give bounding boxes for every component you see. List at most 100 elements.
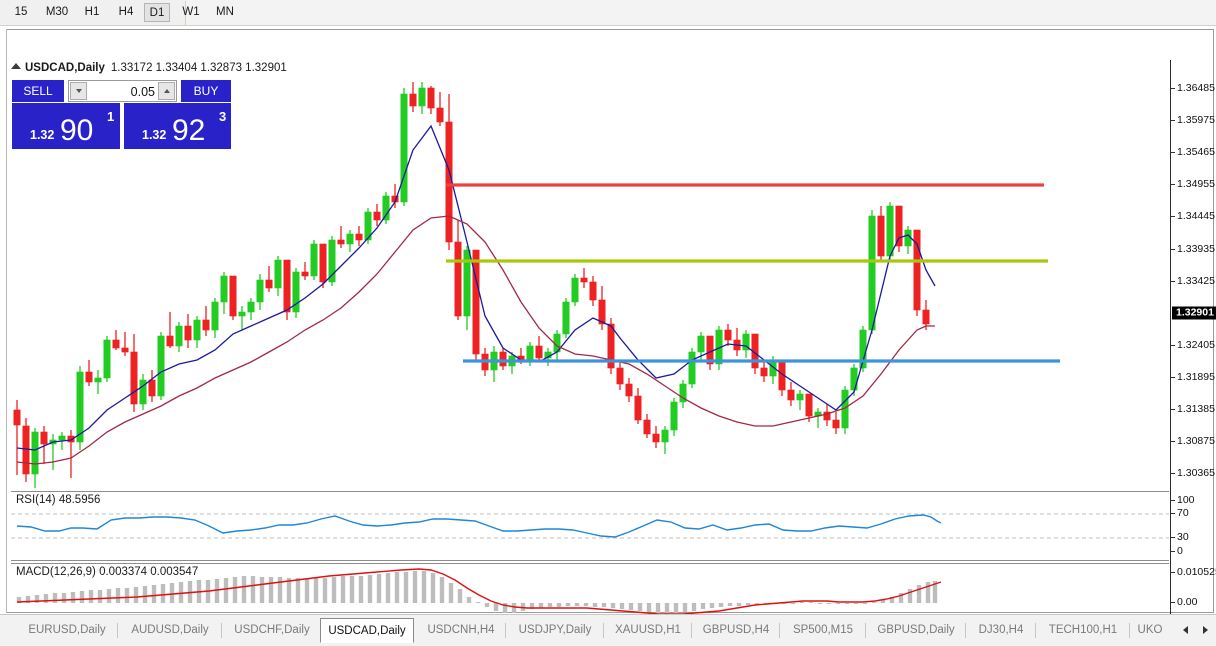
rsi-tick-mark [1171, 537, 1175, 538]
macd-histogram-bar [646, 603, 652, 612]
tab-scroll-left-button[interactable] [1178, 620, 1194, 640]
macd-histogram-bar [124, 588, 130, 603]
tab-scroll-right-button[interactable] [1197, 620, 1213, 640]
macd-label: MACD(12,26,9) 0.003374 0.003547 [16, 566, 199, 578]
price-pane[interactable] [11, 60, 1169, 488]
candle-body [247, 301, 255, 313]
macd-histogram-bar [457, 589, 463, 603]
macd-histogram-bar [871, 602, 877, 603]
macd-histogram-bar [610, 603, 616, 608]
macd-histogram-bar [385, 573, 391, 603]
tab-divider [603, 623, 604, 638]
macd-histogram-bar [547, 603, 553, 607]
tab-divider [1035, 623, 1036, 638]
sell-price-display[interactable]: 1.32 90 1 [12, 103, 120, 149]
candle-body [697, 335, 705, 353]
tab-scroll-controls[interactable] [1178, 620, 1214, 640]
macd-histogram-bar [628, 603, 634, 610]
chart-tab-audusd-daily[interactable]: AUDUSD,Daily [131, 624, 209, 636]
timeframe-button-15[interactable]: 15 [14, 6, 28, 18]
macd-histogram-bar [133, 587, 139, 603]
candle-body [256, 279, 264, 303]
buy-button[interactable]: BUY [181, 80, 231, 102]
rsi-tick-label: 100 [1177, 494, 1195, 506]
candle-body [913, 229, 921, 311]
price-tick-mark [1171, 377, 1175, 378]
candle-body [562, 301, 570, 335]
chart-tab-usdchf-daily[interactable]: USDCHF,Daily [234, 624, 310, 636]
price-tick-label: 1.30875 [1177, 435, 1215, 447]
chart-tab-gbpusd-h4[interactable]: GBPUSD,H4 [702, 624, 770, 636]
rsi-pane[interactable]: RSI(14) 48.5956 [11, 491, 1169, 561]
chart-tab-uko[interactable]: UKO [1137, 624, 1163, 636]
candle-body [310, 243, 318, 277]
timeframe-button-h1[interactable]: H1 [84, 6, 100, 18]
chart-tab-usdcnh-h4[interactable]: USDCNH,H4 [427, 624, 495, 636]
lot-decrease-button[interactable] [70, 82, 87, 100]
macd-histogram-bar [394, 572, 400, 603]
chart-tab-usdjpy-daily[interactable]: USDJPY,Daily [518, 624, 592, 636]
one-click-trading-panel[interactable]: SELL 0.05 BUY 1.32 90 1 1.32 92 3 [12, 80, 231, 149]
lot-increase-button[interactable] [158, 82, 175, 100]
macd-histogram-bar [682, 603, 688, 612]
price-scale[interactable]: 1.36485 1.35975 1.35465 1.34955 1.34445 1.339… [1170, 60, 1216, 642]
macd-histogram-bar [736, 603, 742, 606]
timeframe-button-h4[interactable]: H4 [118, 6, 134, 18]
toolbar-separator [185, 1, 186, 25]
macd-histogram-bar [52, 593, 58, 603]
arrow-right-icon [1203, 626, 1208, 634]
candle-body [589, 281, 597, 301]
price-tick-mark [1171, 216, 1175, 217]
macd-histogram-bar [412, 571, 418, 603]
chart-tab-tech100-h1[interactable]: TECH100,H1 [1048, 624, 1118, 636]
macd-histogram-bar [250, 576, 256, 603]
timeframe-button-m30[interactable]: M30 [45, 6, 69, 18]
macd-histogram-bar [88, 590, 94, 603]
candle-body [130, 351, 138, 405]
buy-price-fraction: 3 [219, 109, 227, 124]
rsi-chart-svg [11, 513, 1169, 539]
candle-body [445, 121, 453, 243]
macd-histogram-bar [241, 576, 247, 603]
chart-tab-eurusd-daily[interactable]: EURUSD,Daily [28, 624, 106, 636]
price-tick-mark [1171, 281, 1175, 282]
timeframe-button-d1[interactable]: D1 [144, 3, 170, 22]
macd-tick-label: 0.00 [1177, 596, 1198, 608]
timeframe-button-w1[interactable]: W1 [182, 6, 200, 18]
candle-body [31, 431, 39, 475]
buy-price-main: 92 [172, 114, 206, 147]
candle-body [328, 239, 336, 283]
macd-histogram-bar [61, 593, 67, 603]
candle-body [652, 433, 660, 443]
chart-tab-sp500-m15[interactable]: SP500,M15 [792, 624, 854, 636]
candle-body [292, 271, 300, 313]
sell-button[interactable]: SELL [12, 80, 64, 102]
macd-histogram-bar [421, 571, 427, 603]
macd-histogram-bar [727, 603, 733, 606]
buy-price-display[interactable]: 1.32 92 3 [124, 103, 231, 149]
macd-histogram-bar [592, 603, 598, 607]
candle-body [121, 347, 129, 353]
price-tick-mark [1171, 345, 1175, 346]
lot-size-field[interactable]: 0.05 [68, 80, 177, 102]
candle-body [22, 425, 30, 475]
candle-body [274, 259, 282, 289]
chart-tab-dj30-h4[interactable]: DJ30,H4 [978, 624, 1024, 636]
macd-histogram-bar [781, 603, 787, 604]
macd-histogram-bar [232, 577, 238, 603]
macd-histogram-bar [466, 597, 472, 603]
macd-histogram-bar [331, 577, 337, 603]
macd-histogram-bar [259, 577, 265, 603]
lot-size-value[interactable]: 0.05 [130, 85, 155, 99]
chart-tab-gbpusd-daily[interactable]: GBPUSD,Daily [877, 624, 955, 636]
triangle-up-icon [11, 63, 21, 69]
price-tick-mark [1171, 249, 1175, 250]
chart-tab-xauusd-h1[interactable]: XAUUSD,H1 [615, 624, 681, 636]
candle-body [823, 411, 831, 421]
macd-histogram-bar [106, 589, 112, 603]
chart-window[interactable]: RSI(14) 48.5956 MACD(12,26,9) 0.003374 0… [2, 29, 1216, 642]
candle-body [670, 401, 678, 431]
candle-body [634, 395, 642, 421]
chart-tab-usdcad-daily[interactable]: USDCAD,Daily [320, 618, 414, 643]
timeframe-button-mn[interactable]: MN [216, 6, 234, 18]
